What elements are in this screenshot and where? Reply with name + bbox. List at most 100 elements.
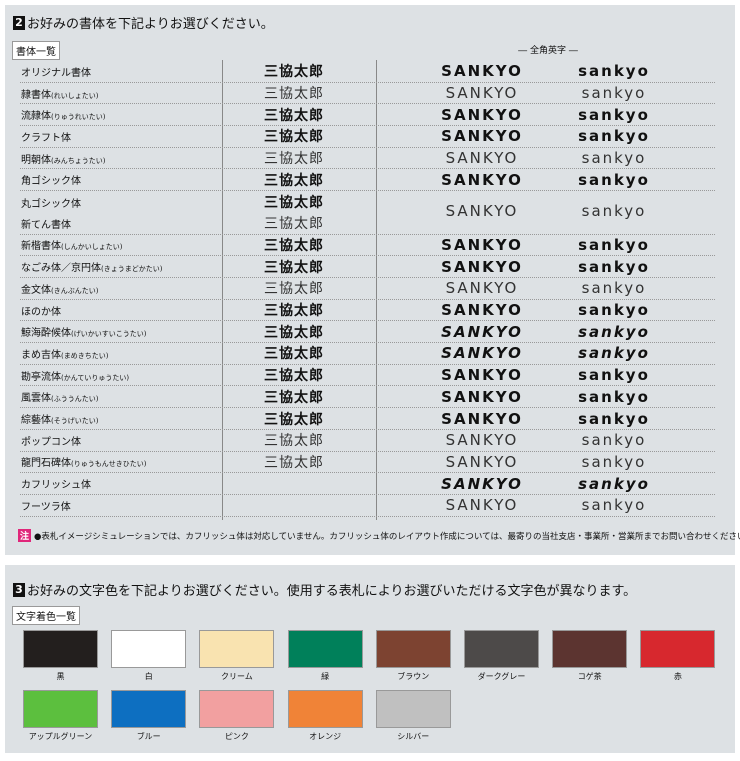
note-label: 注: [18, 529, 32, 542]
font-row[interactable]: 金文体(きんぶんたい) 三協太郎 SANKYO sankyo: [20, 278, 715, 300]
font-name: 風雲体(ふううんたい): [21, 393, 99, 405]
font-row[interactable]: 新楷書体(しんかいしょたい) 三協太郎 SANKYO sankyo: [20, 235, 715, 257]
font-name: 新てん書体: [21, 219, 71, 231]
lower-sample: sankyo: [581, 279, 647, 298]
upper-sample: SANKYO: [441, 105, 523, 124]
font-name: 金文体(きんぶんたい): [21, 284, 99, 296]
lower-sample: sankyo: [578, 344, 650, 363]
color-swatch[interactable]: [375, 630, 451, 668]
lower-sample: sankyo: [578, 322, 650, 341]
color-swatch[interactable]: [111, 690, 187, 728]
font-name: 綜藝体(そうげいたい): [21, 415, 99, 427]
lower-sample: sankyo: [578, 301, 650, 320]
font-section: [5, 5, 735, 555]
kanji-sample: 三協太郎: [264, 107, 324, 124]
color-label: アップルグリーン: [28, 732, 93, 741]
font-row[interactable]: ポップコン体 三協太郎 SANKYO sankyo: [20, 430, 715, 452]
font-row[interactable]: 角ゴシック体 三協太郎 SANKYO sankyo: [20, 170, 715, 192]
kanji-sample: 三協太郎: [264, 86, 324, 103]
font-row[interactable]: 鯨海酔候体(げいかいすいこうたい) 三協太郎 SANKYO sankyo: [20, 321, 715, 344]
font-list-tag: 書体一覧: [12, 41, 60, 60]
color-swatch[interactable]: [23, 630, 98, 668]
lower-sample: sankyo: [578, 474, 650, 493]
font-row[interactable]: 丸ゴシック体 三協太郎: [20, 191, 715, 213]
lower-sample: sankyo: [581, 201, 647, 220]
upper-sample: SANKYO: [445, 279, 519, 298]
font-row[interactable]: 明朝体(みんちょうたい) 三協太郎 SANKYO sankyo: [20, 148, 715, 170]
upper-sample: SANKYO: [441, 235, 523, 254]
lower-sample: sankyo: [578, 387, 650, 406]
color-swatch[interactable]: [23, 690, 98, 728]
font-name: 隷書体(れいしょたい): [21, 89, 99, 101]
font-row[interactable]: 流隷体(りゅうれいたい) 三協太郎 SANKYO sankyo: [20, 104, 715, 127]
font-row[interactable]: クラフト体 三協太郎 SANKYO sankyo: [20, 126, 715, 148]
kanji-sample: 三協太郎: [264, 454, 324, 471]
step-number: 3: [13, 582, 25, 597]
divider: [376, 60, 377, 520]
color-swatch[interactable]: [287, 690, 363, 728]
kanji-sample: 三協太郎: [264, 216, 324, 233]
font-row[interactable]: ほのか体 三協太郎 SANKYO sankyo: [20, 300, 715, 322]
font-name: オリジナル書体: [21, 67, 91, 79]
kanji-sample: 三協太郎: [264, 368, 324, 385]
lower-sample: sankyo: [578, 170, 650, 189]
font-row[interactable]: 綜藝体(そうげいたい) 三協太郎 SANKYO sankyo: [20, 408, 715, 430]
font-row[interactable]: カフリッシュ体 SANKYO sankyo: [20, 473, 715, 495]
divider: [222, 60, 223, 520]
font-row[interactable]: なごみ体／京円体(きょうまどかたい) 三協太郎 SANKYO sankyo: [20, 256, 715, 278]
font-name: ポップコン体: [21, 436, 81, 448]
font-row[interactable]: 龍門石碑体(りゅうもんせきひたい) 三協太郎 SANKYO sankyo: [20, 452, 715, 474]
lower-sample: sankyo: [581, 452, 647, 471]
color-label: 赤: [673, 672, 682, 681]
upper-sample: SANKYO: [445, 201, 519, 220]
color-label: ダークグレー: [477, 672, 526, 681]
font-name: まめ吉体(まめきちたい): [21, 349, 109, 361]
lower-sample: sankyo: [581, 496, 647, 515]
font-name: 角ゴシック体: [21, 176, 81, 188]
kanji-sample: 三協太郎: [264, 281, 324, 298]
font-section-heading: 2 お好みの書体を下記よりお選びください。: [13, 13, 274, 32]
color-label: ブルー: [136, 732, 161, 741]
color-label: クリーム: [221, 672, 253, 681]
font-row[interactable]: オリジナル書体 三協太郎 SANKYO sankyo: [20, 61, 715, 83]
color-swatch[interactable]: [199, 690, 275, 728]
font-row[interactable]: まめ吉体(まめきちたい) 三協太郎 SANKYO sankyo: [20, 343, 715, 365]
note: 注 ●表札イメージシミュレーションでは、カフリッシュ体は対応していません。カフリッ…: [18, 529, 740, 542]
kanji-sample: 三協太郎: [264, 64, 324, 81]
upper-sample: SANKYO: [441, 474, 523, 493]
lower-sample: sankyo: [578, 62, 650, 81]
lower-sample: sankyo: [578, 105, 650, 124]
upper-sample: SANKYO: [441, 127, 523, 146]
font-name: クラフト体: [21, 132, 71, 144]
font-row[interactable]: 隷書体(れいしょたい) 三協太郎 SANKYO sankyo: [20, 83, 715, 105]
upper-sample: SANKYO: [441, 257, 523, 276]
font-name: 丸ゴシック体: [21, 198, 81, 210]
color-swatch[interactable]: [287, 630, 363, 668]
font-row[interactable]: フーツラ体 SANKYO sankyo: [20, 495, 715, 517]
color-swatch[interactable]: [375, 690, 451, 728]
upper-sample: SANKYO: [445, 496, 519, 515]
kanji-sample: 三協太郎: [264, 303, 324, 320]
font-name: 勘亭流体(かんていりゅうたい): [21, 371, 130, 383]
lower-sample: sankyo: [578, 366, 650, 385]
lower-sample: sankyo: [578, 235, 650, 254]
font-name: 新楷書体(しんかいしょたい): [21, 241, 123, 253]
color-swatch[interactable]: [464, 630, 539, 668]
color-swatch[interactable]: [199, 630, 275, 668]
color-label: コゲ茶: [577, 672, 602, 681]
upper-sample: SANKYO: [445, 84, 519, 103]
font-row[interactable]: 風雲体(ふううんたい) 三協太郎 SANKYO sankyo: [20, 387, 715, 409]
color-swatch[interactable]: [640, 630, 716, 668]
color-swatch[interactable]: [111, 630, 187, 668]
font-row[interactable]: 勘亭流体(かんていりゅうたい) 三協太郎 SANKYO sankyo: [20, 365, 715, 387]
color-section-heading: 3 お好みの文字色を下記よりお選びください。使用する表札によりお選びいただける文字…: [13, 580, 636, 599]
upper-sample: SANKYO: [441, 344, 523, 363]
color-swatch[interactable]: [552, 630, 628, 668]
upper-sample: SANKYO: [441, 366, 523, 385]
kanji-sample: 三協太郎: [264, 172, 324, 189]
font-row[interactable]: 新てん書体 三協太郎 SANKYO sankyo: [20, 202, 715, 235]
font-name: ほのか体: [21, 306, 61, 318]
kanji-sample: 三協太郎: [264, 324, 324, 341]
font-name: 明朝体(みんちょうたい): [21, 154, 106, 166]
heading-text: お好みの書体を下記よりお選びください。: [27, 17, 274, 32]
